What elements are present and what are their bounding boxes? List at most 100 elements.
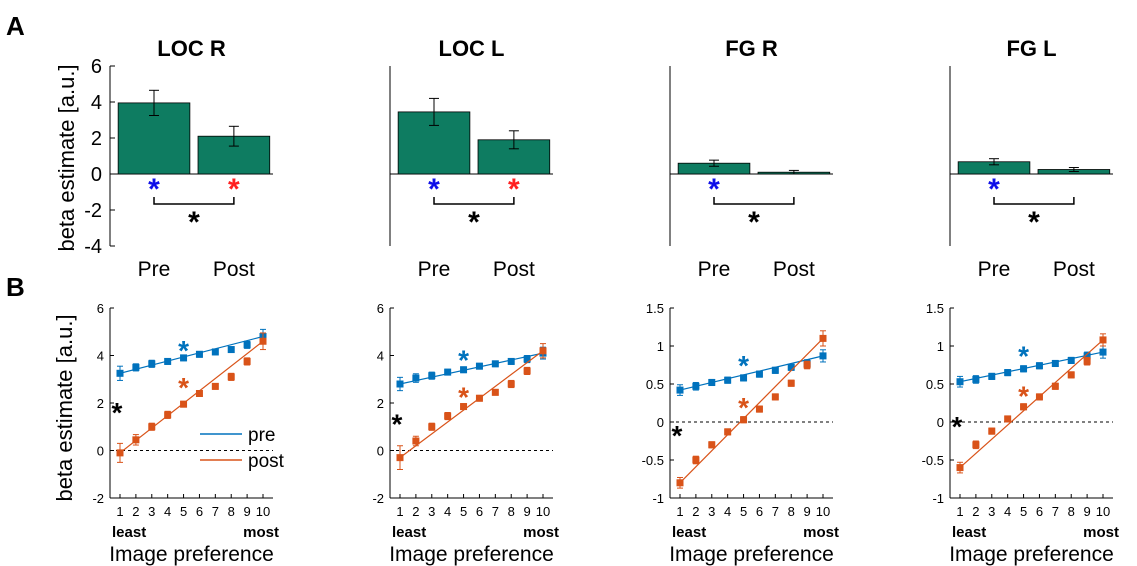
y-tick-label: -1	[932, 491, 944, 506]
pre-data-point	[211, 348, 219, 356]
pre-data-point	[1004, 369, 1012, 377]
pre-data-point	[116, 369, 124, 377]
significance-star-difference: *	[468, 206, 480, 239]
post-data-point	[988, 427, 996, 435]
y-tick-label: 6	[91, 56, 102, 78]
post-data-point	[539, 347, 547, 355]
x-tick-label: 4	[1004, 504, 1011, 519]
y-tick-label: 0	[91, 164, 102, 186]
pre-data-point	[1020, 365, 1028, 373]
x-tick-label: 3	[988, 504, 995, 519]
y-tick-label: 1.5	[646, 301, 664, 316]
most-label: most	[803, 524, 839, 541]
x-tick-label: 6	[196, 504, 203, 519]
post-data-point	[787, 379, 795, 387]
pre-fit-line	[119, 335, 264, 374]
most-label: most	[523, 524, 559, 541]
pre-data-point	[724, 376, 732, 384]
significance-star-difference: *	[1028, 206, 1040, 239]
post-data-point	[708, 441, 716, 449]
y-tick-label: 0	[377, 444, 384, 459]
post-data-point	[1051, 382, 1059, 390]
x-tick-label: Post	[213, 258, 255, 281]
y-tick-label: -1	[652, 491, 664, 506]
pre-data-point	[396, 380, 404, 388]
bar-y-axis-label: beta estimate [a.u.]	[54, 64, 79, 251]
pre-data-point	[956, 378, 964, 386]
x-tick-label: 5	[180, 504, 187, 519]
y-tick-label: 6	[97, 301, 104, 316]
pre-data-point	[428, 372, 436, 380]
significance-star-pre: *	[1018, 340, 1029, 371]
y-tick-label: 4	[91, 92, 102, 114]
significance-star-difference: *	[952, 411, 963, 442]
pre-data-point	[988, 372, 996, 380]
x-tick-label: 2	[692, 504, 699, 519]
pre-data-point	[444, 368, 452, 376]
legend-label-post: post	[248, 451, 285, 472]
x-tick-label: 3	[708, 504, 715, 519]
x-axis-label: Image preference	[109, 543, 274, 566]
significance-star-difference: *	[748, 206, 760, 239]
post-data-point	[507, 380, 515, 388]
post-data-point	[243, 357, 251, 365]
post-data-point	[491, 388, 499, 396]
x-tick-label: 1	[396, 504, 403, 519]
pre-data-point	[507, 357, 515, 365]
post-data-point	[227, 373, 235, 381]
y-tick-label: 1	[937, 339, 944, 354]
legend-label-pre: pre	[248, 425, 275, 446]
post-data-point	[523, 367, 531, 375]
least-label: least	[112, 524, 146, 541]
significance-bracket	[153, 197, 235, 205]
pre-data-point	[1051, 359, 1059, 367]
x-tick-label: 5	[1020, 504, 1027, 519]
panel-label-b: B	[6, 272, 25, 302]
x-tick-label: 9	[803, 504, 810, 519]
post-fit-line	[959, 339, 1104, 469]
y-tick-label: -2	[84, 200, 102, 222]
pre-data-point	[180, 354, 188, 362]
x-tick-label: Post	[1053, 258, 1095, 281]
x-tick-label: Pre	[418, 258, 451, 281]
significance-star-post: *	[178, 372, 189, 403]
x-tick-label: 2	[412, 504, 419, 519]
x-tick-label: 9	[523, 504, 530, 519]
x-axis-label: Image preference	[669, 543, 834, 566]
post-data-point	[116, 449, 124, 457]
x-tick-label: 1	[676, 504, 683, 519]
significance-star-post: *	[738, 392, 749, 423]
y-tick-label: 0	[937, 415, 944, 430]
significance-star-post: *	[228, 173, 240, 206]
pre-fit-line	[399, 352, 544, 385]
x-tick-label: 8	[228, 504, 235, 519]
post-data-point	[132, 436, 140, 444]
pre-data-point	[1083, 352, 1091, 360]
x-tick-label: 10	[816, 504, 830, 519]
x-tick-label: 3	[148, 504, 155, 519]
pre-fit-line	[959, 351, 1104, 383]
pre-data-point	[676, 386, 684, 394]
post-data-point	[460, 403, 468, 411]
significance-star-difference: *	[392, 409, 403, 440]
pre-data-point	[475, 362, 483, 370]
pre-data-point	[740, 374, 748, 382]
x-tick-label: 10	[536, 504, 550, 519]
y-tick-label: 0	[97, 444, 104, 459]
least-label: least	[392, 524, 426, 541]
x-tick-label: 2	[972, 504, 979, 519]
x-tick-label: 7	[772, 504, 779, 519]
pre-fit-line	[679, 355, 824, 391]
post-data-point	[771, 393, 779, 401]
significance-star-difference: *	[672, 420, 683, 451]
x-tick-label: 4	[164, 504, 171, 519]
significance-star-difference: *	[188, 206, 200, 239]
least-label: least	[672, 524, 706, 541]
y-tick-label: 6	[377, 301, 384, 316]
y-tick-label: 0.5	[646, 377, 664, 392]
significance-bracket	[433, 197, 515, 205]
post-data-point	[1020, 403, 1028, 411]
significance-star-post: *	[1018, 381, 1029, 412]
pre-data-point	[523, 355, 531, 363]
post-data-point	[956, 464, 964, 472]
